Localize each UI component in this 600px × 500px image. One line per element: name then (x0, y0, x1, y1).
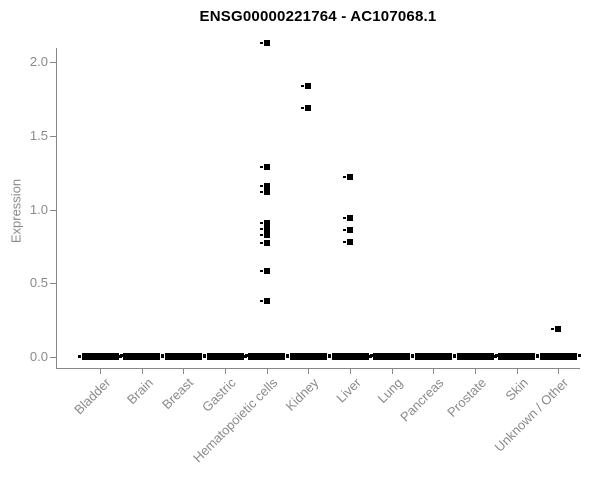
zero-cluster-bar (328, 353, 373, 360)
y-tick-mark (50, 136, 56, 137)
y-tick-label: 2.0 (29, 54, 48, 69)
x-tick-mark (392, 368, 393, 374)
x-category-label: Gastric (198, 375, 239, 415)
zero-cluster-bar (161, 353, 206, 360)
x-tick-mark (267, 368, 268, 374)
zero-cluster-bar (453, 353, 498, 360)
x-tick-mark (475, 368, 476, 374)
data-point-marker (343, 239, 353, 245)
data-point-marker (260, 220, 270, 226)
data-point-marker (260, 226, 270, 232)
x-tick-mark (225, 368, 226, 374)
x-category-label: Pancreas (397, 375, 447, 425)
x-tick-mark (308, 368, 309, 374)
x-tick-mark (142, 368, 143, 374)
zero-cluster-bar (369, 353, 414, 360)
zero-cluster-bar (244, 353, 289, 360)
data-point-marker (260, 232, 270, 238)
x-category-label: Unknown / Other (492, 375, 572, 455)
data-point-marker (260, 240, 270, 246)
x-tick-mark (517, 368, 518, 374)
data-point-marker (301, 105, 311, 111)
x-category-label: Breast (159, 375, 197, 413)
zero-cluster-bar (536, 353, 581, 360)
zero-cluster-bar (411, 353, 456, 360)
data-point-marker (260, 164, 270, 170)
data-point-marker (343, 215, 353, 221)
data-point-marker (260, 183, 270, 189)
zero-cluster-bar (78, 353, 123, 360)
x-tick-mark (433, 368, 434, 374)
x-axis-line (56, 368, 580, 369)
x-tick-mark (183, 368, 184, 374)
x-tick-mark (350, 368, 351, 374)
zero-cluster-bar (119, 353, 164, 360)
y-tick-label: 0.0 (29, 349, 48, 364)
y-tick-mark (50, 357, 56, 358)
data-point-marker (343, 174, 353, 180)
zero-cluster-bar (286, 353, 331, 360)
y-tick-label: 1.0 (29, 202, 48, 217)
x-category-label: Prostate (443, 375, 489, 420)
x-tick-mark (100, 368, 101, 374)
x-category-label: Skin (502, 375, 531, 404)
zero-cluster-bar (203, 353, 248, 360)
y-tick-mark (50, 283, 56, 284)
y-tick-mark (50, 210, 56, 211)
x-category-label: Bladder (71, 375, 114, 418)
x-tick-mark (558, 368, 559, 374)
data-point-marker (301, 83, 311, 89)
x-category-label: Lung (374, 375, 406, 407)
y-axis-line (56, 48, 57, 369)
data-point-marker (551, 326, 561, 332)
data-point-marker (260, 189, 270, 195)
data-point-marker (260, 40, 270, 46)
zero-cluster-bar (494, 353, 539, 360)
x-category-label: Liver (333, 375, 364, 406)
y-tick-label: 1.5 (29, 128, 48, 143)
x-category-label: Kidney (282, 375, 322, 414)
x-category-label: Brain (123, 375, 156, 408)
chart-title: ENSG00000221764 - AC107068.1 (199, 8, 437, 25)
data-point-marker (260, 298, 270, 304)
data-point-marker (260, 268, 270, 274)
y-tick-mark (50, 62, 56, 63)
data-point-marker (343, 227, 353, 233)
y-tick-label: 0.5 (29, 275, 48, 290)
